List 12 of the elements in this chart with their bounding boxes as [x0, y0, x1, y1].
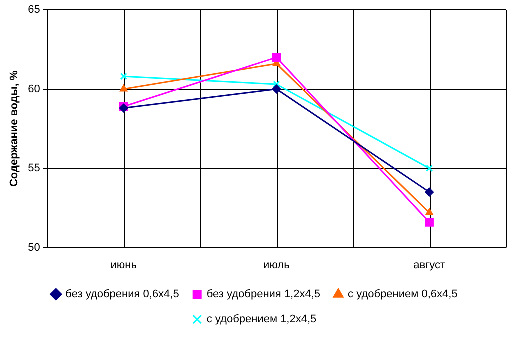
y-tick-label: 60 — [28, 83, 40, 96]
x-tick-label: июль — [264, 259, 290, 272]
x-tick-label: июнь — [110, 259, 138, 272]
y-tick-label: 55 — [28, 162, 40, 175]
y-tick-label: 50 — [28, 242, 40, 254]
y-tick-label: 65 — [28, 4, 40, 16]
legend-label: без удобрения 0,6х4,5 — [66, 288, 180, 301]
y-axis-title: Содержание воды, % — [8, 70, 21, 188]
legend-label: без удобрения 1,2х4,5 — [206, 288, 321, 301]
legend-label: с удобрением 0,6х4,5 — [348, 288, 458, 301]
legend-label: с удобрением 1,2х4,5 — [206, 314, 317, 326]
x-tick-label: август — [414, 259, 446, 272]
